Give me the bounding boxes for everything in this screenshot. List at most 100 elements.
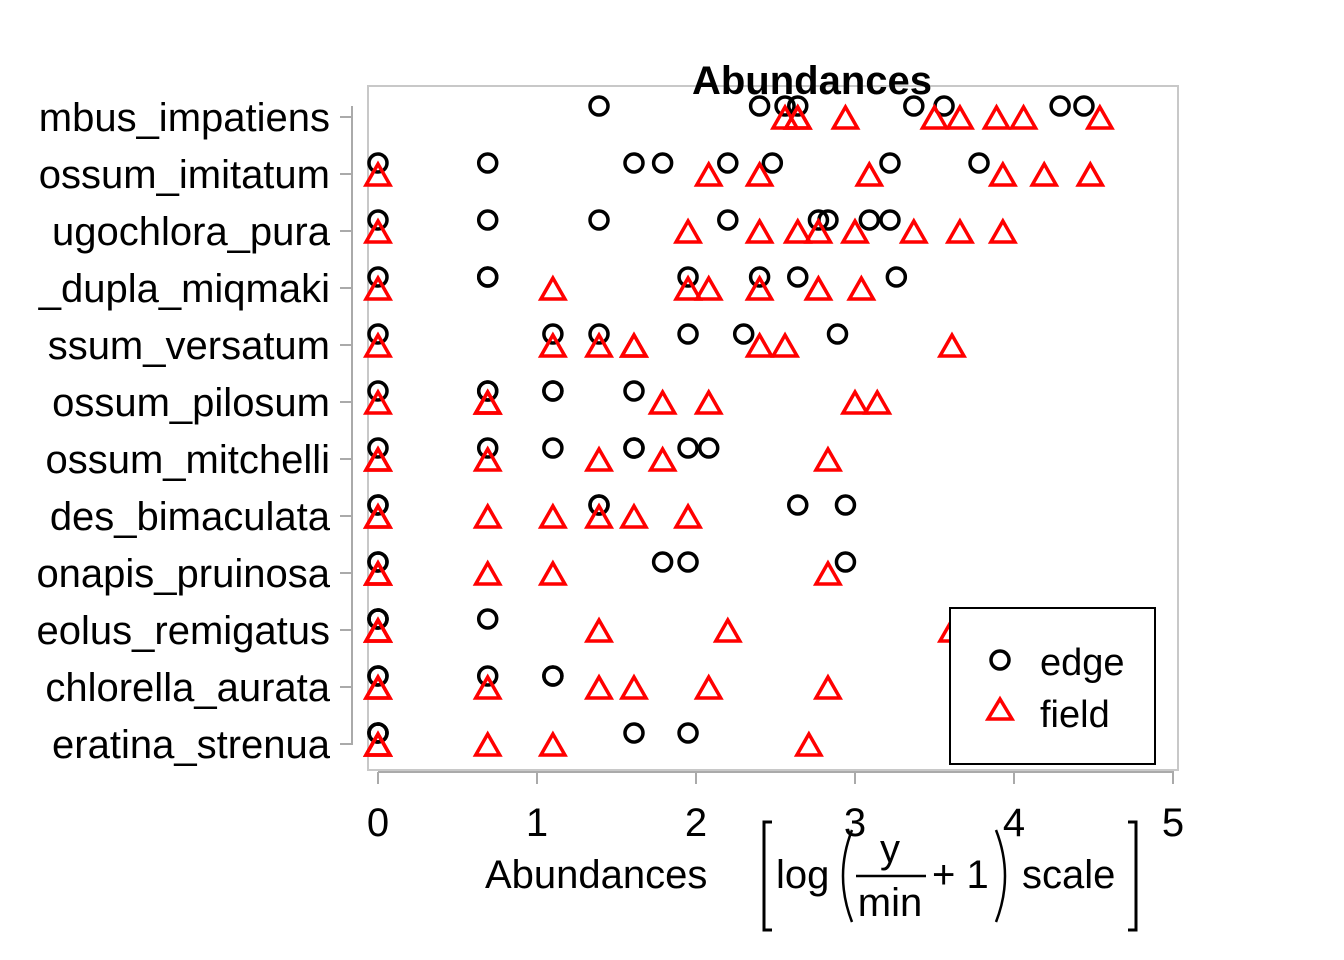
field-point [362, 274, 394, 301]
edge-point [879, 152, 901, 174]
edge-point [542, 380, 564, 402]
category-label: chlorella_aurata [45, 666, 330, 710]
chart-title: Abundances [692, 59, 932, 103]
x-tick-label: 0 [367, 801, 389, 845]
category-label: ossum_mitchelli [45, 438, 330, 482]
category-label: mbus_impatiens [39, 96, 330, 140]
field-point [839, 217, 871, 244]
x-axis-ticks: 0 1 2 3 4 5 [367, 772, 1184, 845]
field-point [712, 616, 743, 643]
edge-point [476, 665, 499, 687]
edge-point [968, 152, 990, 174]
edge-point [774, 95, 796, 117]
field-point [744, 160, 775, 187]
edge-point [879, 209, 901, 231]
field-point [812, 445, 843, 472]
edge-point [542, 437, 564, 459]
edge-point [588, 494, 610, 516]
field-point [854, 160, 885, 187]
edge-point [367, 722, 389, 744]
field-point [362, 331, 394, 358]
field-point [362, 160, 394, 187]
field-point [673, 274, 704, 301]
category-label: onapis_pruinosa [36, 552, 330, 596]
edge-point [677, 437, 699, 459]
edge-point [542, 323, 564, 345]
formula-numerator: y [880, 827, 900, 871]
field-point [472, 388, 503, 415]
left-bracket [762, 820, 772, 932]
x-tick-label: 1 [526, 801, 548, 845]
field-point [944, 103, 975, 130]
edge-point [476, 209, 499, 231]
field-point [693, 160, 724, 187]
field-point [981, 103, 1012, 130]
field-point [583, 502, 615, 529]
edge-point [677, 266, 699, 288]
field-point [618, 502, 650, 529]
y-axis-ticks [340, 116, 352, 745]
edge-point [623, 437, 645, 459]
field-point [537, 730, 568, 757]
edge-point [1049, 95, 1071, 117]
category-label: des_bimaculata [50, 495, 331, 539]
field-point [898, 217, 929, 244]
x-tick-label: 4 [1003, 801, 1025, 845]
field-point [472, 673, 503, 700]
edge-point [651, 551, 674, 573]
edge-point [367, 437, 389, 459]
field-point [362, 445, 394, 472]
edge-point [826, 323, 849, 345]
data-points [362, 95, 1115, 757]
legend-edge-label: edge [1040, 642, 1125, 684]
category-label: _dupla_miqmaki [38, 267, 330, 311]
field-point [812, 673, 843, 700]
edge-point [807, 209, 830, 231]
field-point [583, 331, 615, 358]
field-point [362, 388, 394, 415]
formula-log: log [776, 853, 829, 897]
edge-point [476, 152, 499, 174]
field-point [744, 274, 775, 301]
edge-point [885, 266, 908, 288]
field-point [472, 559, 503, 586]
edge-point [697, 437, 720, 459]
legend-field-label: field [1040, 694, 1110, 736]
edge-point [476, 437, 499, 459]
legend-field-marker [984, 695, 1016, 721]
field-point [803, 274, 834, 301]
field-point [362, 730, 394, 757]
field-point [812, 559, 843, 586]
category-label: ossum_imitatum [39, 153, 330, 197]
category-label: eolus_remigatus [37, 609, 331, 653]
edge-point [748, 266, 771, 288]
field-point [1008, 103, 1039, 130]
edge-point [367, 608, 389, 630]
edge-point [787, 494, 809, 516]
edge-point [651, 152, 674, 174]
edge-point [903, 95, 925, 117]
edge-point [367, 665, 389, 687]
edge-point [677, 551, 699, 573]
field-point [618, 331, 650, 358]
field-point [362, 673, 394, 700]
field-point [362, 217, 394, 244]
field-point [1075, 160, 1106, 187]
edge-point [858, 209, 881, 231]
field-point [793, 730, 824, 757]
edge-point [367, 266, 389, 288]
field-point [1029, 160, 1060, 187]
x-tick-label: 5 [1162, 801, 1184, 845]
edge-point [717, 209, 739, 231]
category-label: eratina_strenua [52, 723, 331, 767]
field-point [987, 160, 1018, 187]
edge-point [367, 323, 389, 345]
edge-point [476, 608, 499, 630]
edge-point [834, 494, 857, 516]
right-bracket [1128, 820, 1138, 932]
category-label: ugochlora_pura [52, 210, 331, 254]
category-label: ssum_versatum [48, 324, 330, 368]
legend: edge field [949, 607, 1156, 765]
edge-point [588, 209, 610, 231]
